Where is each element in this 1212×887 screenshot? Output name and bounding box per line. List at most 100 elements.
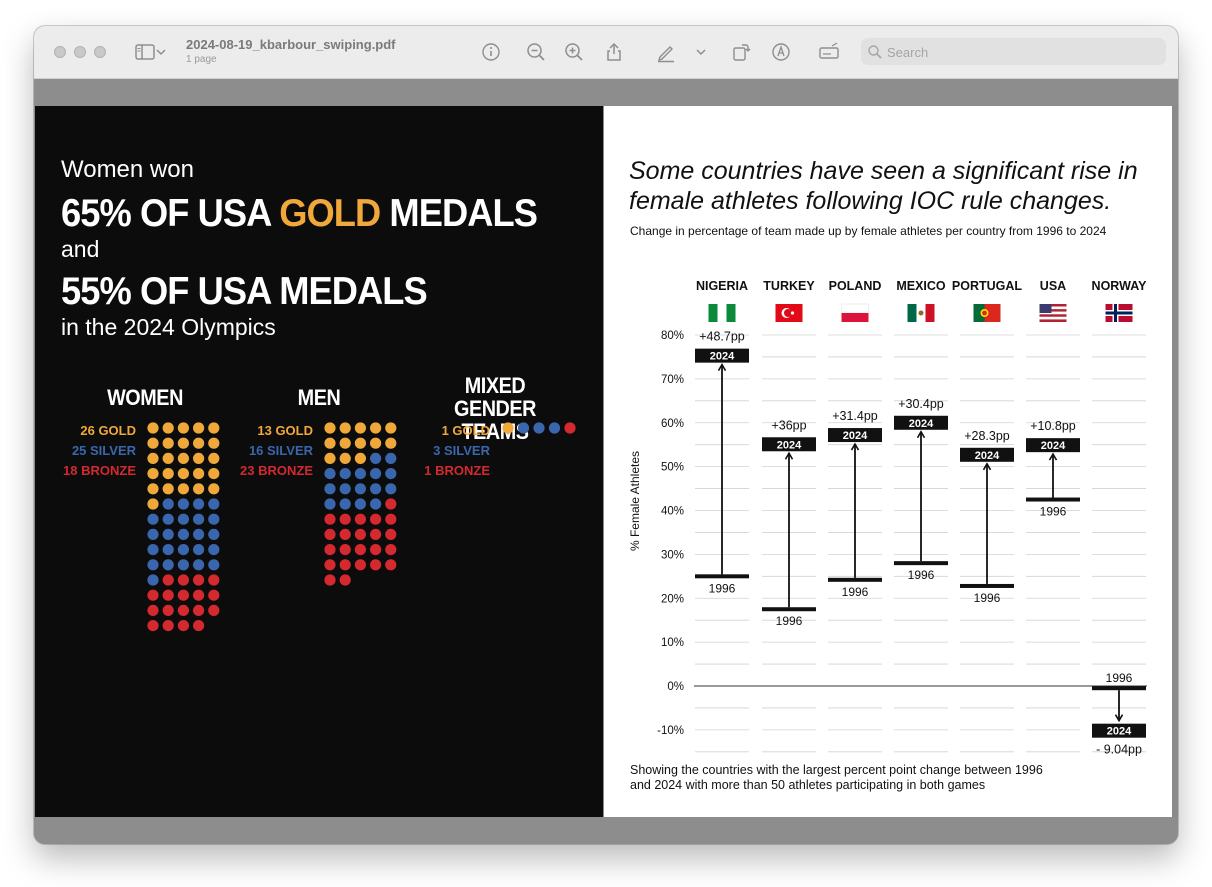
silver-medal-dot [208, 559, 220, 571]
silver-medal-dot [177, 513, 189, 525]
bronze-medal-dot [324, 559, 336, 571]
close-window-button[interactable] [54, 46, 66, 58]
gold-medal-dot [354, 452, 366, 464]
gold-medal-dot [147, 452, 159, 464]
bronze-medal-dot [177, 604, 189, 616]
arrow-head [784, 451, 794, 460]
silver-medal-dot [370, 498, 382, 510]
silver-medal-dot [177, 544, 189, 556]
markup-pen-icon[interactable] [654, 40, 678, 64]
gold-medal-dot [385, 437, 397, 449]
label-1996: 1996 [709, 581, 736, 595]
info-icon[interactable] [479, 40, 503, 64]
gold-medal-dot [324, 452, 336, 464]
bronze-medal-dot [162, 604, 174, 616]
bronze-medal-dot [370, 559, 382, 571]
silver-medal-dot [162, 559, 174, 571]
change-label: +30.4pp [898, 397, 944, 411]
gold-medal-dot [324, 437, 336, 449]
silver-medal-dot [354, 468, 366, 480]
y-axis-label: % Female Athletes [628, 451, 642, 551]
bronze-medal-dot [162, 620, 174, 632]
gold-medal-dot [193, 437, 205, 449]
bronze-medal-dot [339, 513, 351, 525]
arrow-head [1114, 714, 1124, 723]
gold-medal-dot [193, 422, 205, 434]
bronze-medal-dot [354, 544, 366, 556]
gold-medal-dot [208, 452, 220, 464]
bronze-medal-dot [385, 544, 397, 556]
y-tick-label: 10% [661, 637, 684, 649]
y-tick-label: 0% [667, 681, 684, 693]
label-1996: 1996 [776, 614, 803, 628]
gold-medal-dot [502, 422, 514, 434]
silver-medal-dot [162, 513, 174, 525]
mixed-medal-dots [502, 422, 576, 434]
silver-medal-dot [162, 498, 174, 510]
document-background-top [34, 79, 1178, 106]
y-tick-label: 40% [661, 506, 684, 518]
poland-flag-icon [841, 303, 869, 322]
bar-1996 [1092, 686, 1146, 691]
sidebar-icon[interactable] [133, 40, 157, 64]
change-label: +28.3pp [964, 429, 1010, 443]
bar-1996 [762, 607, 816, 612]
silver-medal-dot [533, 422, 545, 434]
gold-medal-dot [339, 437, 351, 449]
gold-medal-dot [177, 468, 189, 480]
country-label: NORWAY [1092, 279, 1148, 293]
annotate-icon[interactable] [769, 40, 793, 64]
arrow-head [850, 442, 860, 451]
share-icon[interactable] [602, 40, 626, 64]
silver-medal-dot [354, 483, 366, 495]
chevron-down-icon[interactable] [695, 40, 707, 64]
gold-medal-dot [162, 422, 174, 434]
rotate-icon[interactable] [729, 40, 753, 64]
gold-medal-dot [177, 452, 189, 464]
label-2024: 2024 [909, 418, 934, 430]
gold-medal-dot [193, 483, 205, 495]
label-1996: 1996 [842, 585, 869, 599]
chevron-down-icon[interactable] [155, 40, 167, 64]
gold-medal-dot [354, 422, 366, 434]
female-athletes-panel: Some countries have seen a significant r… [604, 106, 1172, 817]
arrow-head [717, 363, 727, 372]
chart-title: Some countries have seen a significant r… [629, 157, 1138, 215]
document-background-bottom [34, 817, 1178, 844]
bronze-medal-dot [324, 574, 336, 586]
bronze-medal-dot [193, 604, 205, 616]
zoom-out-icon[interactable] [524, 40, 548, 64]
bronze-medal-dot [339, 528, 351, 540]
label-2024: 2024 [975, 450, 1000, 462]
gold-medal-dot [208, 483, 220, 495]
gold-medal-dot [177, 422, 189, 434]
form-icon[interactable] [817, 40, 841, 64]
label-1996: 1996 [1106, 671, 1133, 685]
preview-window: 2024-08-19_kbarbour_swiping.pdf 1 page [34, 26, 1178, 844]
bronze-medal-dot [354, 559, 366, 571]
headline-olympics: in the 2024 Olympics [61, 314, 276, 340]
bronze-medal-dot [147, 620, 159, 632]
label-2024: 2024 [843, 430, 868, 442]
women-bronze-count: 18 BRONZE [63, 463, 136, 478]
zoom-window-button[interactable] [94, 46, 106, 58]
bronze-medal-dot [162, 574, 174, 586]
silver-medal-dot [354, 498, 366, 510]
gold-medal-dot [162, 468, 174, 480]
gold-medal-dot [162, 452, 174, 464]
silver-medal-dot [324, 483, 336, 495]
y-tick-label: 50% [661, 462, 684, 474]
zoom-in-icon[interactable] [562, 40, 586, 64]
norway-flag-icon [1105, 304, 1133, 322]
silver-medal-dot [193, 544, 205, 556]
gold-medal-dot [324, 422, 336, 434]
silver-medal-dot [147, 513, 159, 525]
bronze-medal-dot [208, 604, 220, 616]
women-gold-count: 26 GOLD [80, 423, 136, 438]
search-field[interactable]: Search [861, 38, 1166, 65]
minimize-window-button[interactable] [74, 46, 86, 58]
group-title-men: MEN [297, 385, 341, 410]
silver-medal-dot [147, 544, 159, 556]
change-label: +31.4pp [832, 409, 878, 423]
women-medal-dots [147, 422, 220, 632]
